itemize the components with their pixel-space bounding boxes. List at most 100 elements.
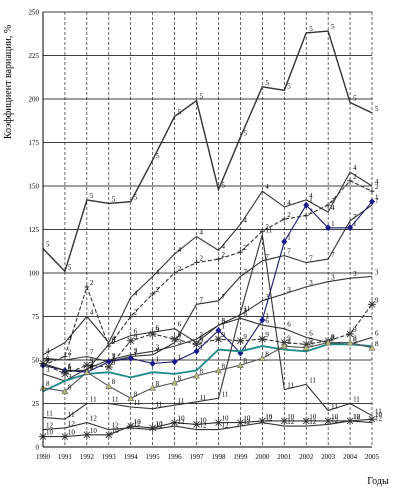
data-point bbox=[369, 188, 375, 194]
series-number-label: 2 bbox=[178, 265, 182, 273]
data-point bbox=[347, 224, 354, 232]
x-tick-label: 2002 bbox=[299, 453, 314, 461]
series-line bbox=[42, 303, 373, 375]
series-number-label: 9 bbox=[353, 326, 357, 334]
data-point bbox=[369, 198, 375, 206]
series-number-label: 8 bbox=[178, 375, 182, 383]
series-number-label: 9 bbox=[243, 333, 247, 341]
x-tick-label: 2000 bbox=[255, 453, 270, 461]
x-tick-label: 2001 bbox=[277, 453, 292, 461]
series-number-label: 12 bbox=[221, 422, 229, 430]
series-number-label: 7 bbox=[287, 248, 291, 256]
data-point bbox=[150, 291, 156, 297]
series-line bbox=[42, 420, 373, 431]
data-point bbox=[303, 213, 309, 219]
series-number-label: 8 bbox=[221, 362, 225, 370]
series-number-label: 6 bbox=[46, 355, 50, 363]
series-number-label: 6 bbox=[353, 336, 357, 344]
series-number-label: 5 bbox=[221, 181, 225, 189]
data-point bbox=[237, 249, 243, 255]
y-tick-label: 75 bbox=[32, 313, 40, 321]
series-number-label: 2 bbox=[156, 286, 160, 294]
series-number-label: 8 bbox=[353, 335, 357, 343]
series-number-label: 2 bbox=[134, 309, 138, 317]
data-point bbox=[61, 387, 69, 395]
data-point bbox=[194, 260, 200, 266]
data-point bbox=[302, 416, 311, 425]
x-axis-label: Годы bbox=[367, 476, 389, 487]
series-number-label: 9 bbox=[200, 336, 204, 344]
series-number-label: 5 bbox=[46, 241, 50, 249]
series-number-label: 3 bbox=[68, 373, 72, 381]
series-number-label: 1 bbox=[309, 197, 313, 205]
series-number-label: 8 bbox=[243, 357, 247, 365]
series-number-label: 2 bbox=[200, 255, 204, 263]
series-number-label: 10 bbox=[156, 420, 164, 428]
series-number-label: 9 bbox=[178, 331, 182, 339]
series-number-label: 9 bbox=[221, 331, 225, 339]
series-number-label: 9 bbox=[134, 333, 138, 341]
series-number-label: 5 bbox=[331, 23, 335, 31]
series-number-label: 5 bbox=[353, 94, 357, 102]
series-line bbox=[42, 275, 373, 382]
series-number-label: 3 bbox=[243, 307, 247, 315]
series-number-label: 5 bbox=[134, 194, 138, 202]
data-point bbox=[104, 362, 113, 371]
series-line bbox=[42, 171, 373, 356]
series-number-label: 12 bbox=[178, 418, 186, 426]
series-number-label: 7 bbox=[112, 354, 116, 362]
y-tick-label: 175 bbox=[29, 139, 40, 147]
data-point bbox=[346, 339, 354, 346]
data-point bbox=[193, 372, 200, 379]
series-number-label: 8 bbox=[309, 340, 313, 348]
data-point bbox=[259, 228, 265, 234]
data-point bbox=[214, 418, 223, 427]
series-number-label: 2 bbox=[46, 357, 50, 365]
data-point bbox=[302, 344, 310, 351]
data-point bbox=[192, 340, 201, 349]
series-number-label: 8 bbox=[156, 380, 160, 388]
data-point bbox=[192, 420, 201, 429]
series-number-label: 4 bbox=[287, 199, 291, 207]
data-point bbox=[127, 354, 134, 362]
x-tick-label: 1996 bbox=[168, 453, 183, 461]
series-teal bbox=[42, 343, 373, 393]
data-point bbox=[324, 339, 332, 346]
series-number-label: 1 bbox=[265, 312, 269, 320]
series-number-label: 7 bbox=[221, 293, 225, 301]
series-number-label: 7 bbox=[46, 350, 50, 358]
series-number-label: 5 bbox=[68, 263, 72, 271]
series-number-label: 5 bbox=[112, 195, 116, 203]
series-number-label: 9 bbox=[156, 326, 160, 334]
series-number-label: 3 bbox=[331, 274, 335, 282]
series-number-label: 5 bbox=[375, 105, 379, 113]
series-number-label: 3 bbox=[134, 347, 138, 355]
series-number-label: 5 bbox=[200, 93, 204, 101]
series-number-label: 12 bbox=[112, 422, 120, 430]
series-number-label: 9 bbox=[112, 359, 116, 367]
series-number-label: 11 bbox=[68, 411, 75, 419]
series-number-label: 9 bbox=[375, 296, 379, 304]
y-tick-label: 0 bbox=[36, 444, 40, 452]
series-number-label: 3 bbox=[46, 366, 50, 374]
data-point bbox=[148, 329, 157, 338]
series-number-label: 7 bbox=[265, 253, 269, 261]
series-number-label: 6 bbox=[68, 362, 72, 370]
series-line bbox=[42, 180, 373, 366]
series-5: 5 5 5 5 5 5 5 5 5 5 5 5 5 5 5 5 bbox=[42, 23, 379, 273]
series-number-label: 1 bbox=[156, 355, 160, 363]
series-number-label: 4 bbox=[112, 335, 116, 343]
series-number-label: 6 bbox=[134, 328, 138, 336]
series-number-label: 4 bbox=[68, 335, 72, 343]
series-number-label: 7 bbox=[375, 197, 379, 205]
series-number-label: 7 bbox=[200, 296, 204, 304]
series-number-label: 4 bbox=[156, 268, 160, 276]
series-number-label: 8 bbox=[375, 340, 379, 348]
series-number-label: 11 bbox=[178, 397, 185, 405]
data-point bbox=[128, 314, 134, 319]
series-number-label: 7 bbox=[309, 255, 313, 263]
data-point bbox=[258, 335, 267, 344]
series-number-label: 11 bbox=[353, 396, 360, 404]
series-number-label: 10 bbox=[46, 429, 54, 437]
